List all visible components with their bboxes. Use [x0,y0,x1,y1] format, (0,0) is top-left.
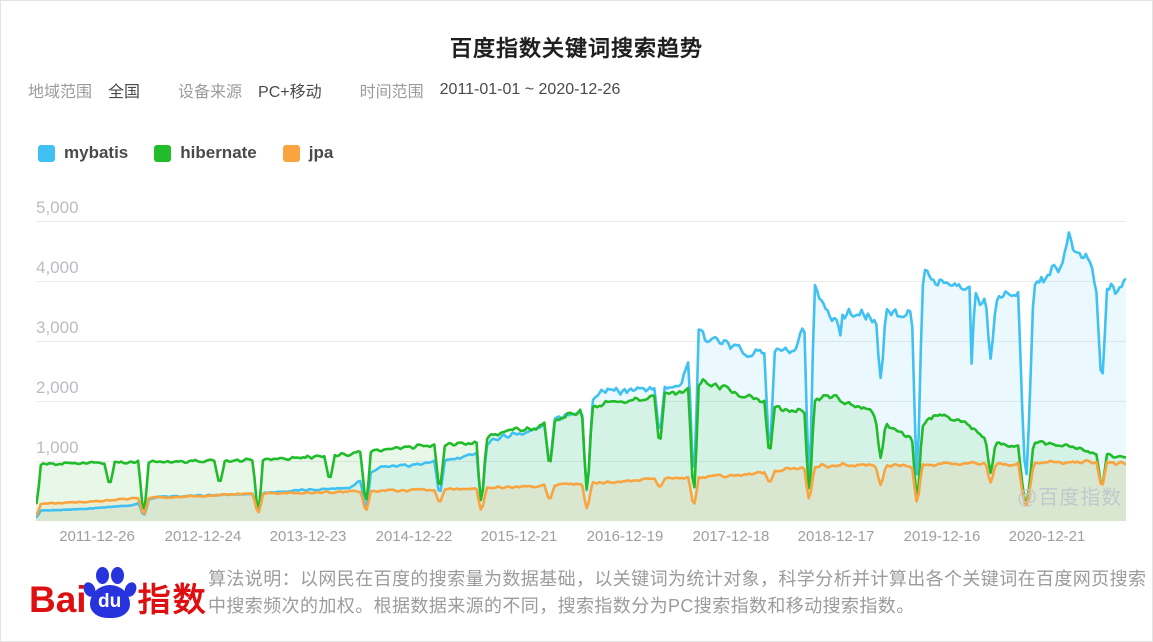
logo-text-bai: Bai [29,579,87,620]
watermark: @百度指数 [1017,487,1123,509]
filter-bar: 地域范围 全国 设备来源 PC+移动 时间范围 2011-01-01 ~ 202… [28,78,658,102]
y-axis-tick-1000: 1,000 [36,438,79,457]
y-axis-tick-3000: 3,000 [36,318,79,337]
gridline-5000 [36,221,1126,222]
gridline-3000 [36,341,1126,342]
baidu-index-logo: Bai du 指数 [29,562,208,618]
logo-text-du: du [97,590,122,612]
x-axis-tick-2018: 2018-12-17 [797,528,875,545]
gridline-4000 [36,281,1126,282]
legend-item-mybatis[interactable]: mybatis [38,143,128,163]
legend-swatch-hibernate [154,144,172,162]
algorithm-note: 算法说明：以网民在百度的搜索量为数据基础，以关键词为统计对象，科学分析并计算出各… [208,569,1147,616]
legend-item-jpa[interactable]: jpa [282,143,334,163]
x-axis-tick-2017: 2017-12-18 [692,528,770,545]
x-axis-tick-2020: 2020-12-21 [1008,528,1086,545]
x-axis-tick-2012: 2012-12-24 [164,528,242,545]
filter-timerange-value[interactable]: 2011-01-01 ~ 2020-12-26 [439,81,621,98]
filter-device-value[interactable]: PC+移动 [258,84,322,101]
filter-region-label: 地域范围 [28,84,93,101]
filter-device: 设备来源 PC+移动 [178,78,322,102]
baidu-paw-icon: du [80,566,139,620]
x-axis-tick-2016: 2016-12-19 [586,528,664,545]
filter-timerange-label: 时间范围 [359,84,424,101]
legend-item-hibernate[interactable]: hibernate [154,143,257,163]
y-axis-tick-2000: 2,000 [36,378,79,397]
logo-text-zhishu: 指数 [137,581,208,619]
legend-swatch-jpa [282,144,300,162]
gridline-2000 [36,401,1126,402]
page-title: 百度指数关键词搜索趋势 [449,36,703,61]
filter-region: 地域范围 全国 [28,78,140,102]
legend-label-jpa: jpa [308,143,334,162]
gridline-1000 [36,461,1126,462]
x-axis-tick-2011: 2011-12-26 [59,528,135,545]
filter-timerange: 时间范围 2011-01-01 ~ 2020-12-26 [360,78,621,102]
x-axis-tick-2019: 2019-12-16 [903,528,981,545]
legend: mybatis hibernate jpa [38,143,359,163]
x-axis-tick-2013: 2013-12-23 [269,528,347,545]
x-axis-tick-2014: 2014-12-22 [375,528,453,545]
x-axis-tick-2015: 2015-12-21 [480,528,558,545]
y-axis-tick-4000: 4,000 [36,258,79,277]
filter-device-label: 设备来源 [178,84,243,101]
legend-label-mybatis: mybatis [64,143,129,162]
y-axis-tick-5000: 5,000 [36,198,79,217]
legend-label-hibernate: hibernate [180,143,257,162]
filter-region-value[interactable]: 全国 [108,84,141,101]
legend-swatch-mybatis [38,144,55,162]
